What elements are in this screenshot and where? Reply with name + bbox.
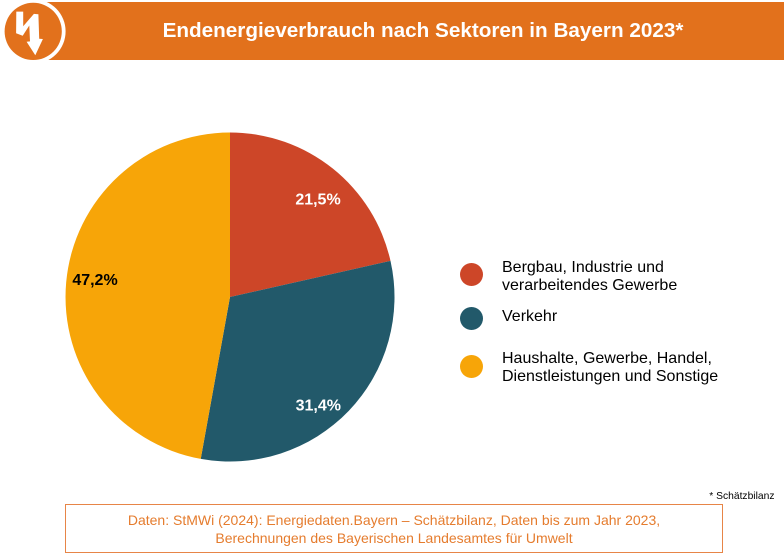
legend-label-1: Verkehr — [502, 307, 558, 325]
lightning-arrow-icon — [16, 11, 43, 56]
source-line-2: Berechnungen des Bayerischen Landesamtes… — [215, 529, 573, 546]
pie-slice-label-0: 21,5% — [295, 192, 340, 209]
source-line-1: Daten: StMWi (2024): Energiedaten.Bayern… — [127, 511, 661, 528]
pie-slice-0 — [230, 132, 391, 297]
footnote: * Schätzbilanz — [709, 491, 775, 502]
legend-swatch-1 — [460, 307, 483, 330]
energy-logo — [0, 0, 66, 64]
pie-slice-2 — [65, 132, 230, 459]
pie-slice-label-2: 47,2% — [72, 272, 117, 289]
legend-label-2: Haushalte, Gewerbe, Handel, Dienstleistun… — [502, 350, 719, 386]
pie-slice-1 — [200, 260, 395, 462]
legend-swatch-0 — [460, 263, 483, 287]
legend-label-0: Bergbau, Industrie und verarbeitendes Gew… — [502, 258, 678, 294]
header-bar — [36, 2, 784, 60]
pie-slice-label-1: 31,4% — [296, 397, 341, 414]
page-title: Endenergieverbrauch nach Sektoren in Bay… — [162, 19, 684, 42]
legend-swatch-2 — [460, 355, 483, 379]
source-box: Daten: StMWi (2024): Energiedaten.Bayern… — [65, 504, 723, 553]
